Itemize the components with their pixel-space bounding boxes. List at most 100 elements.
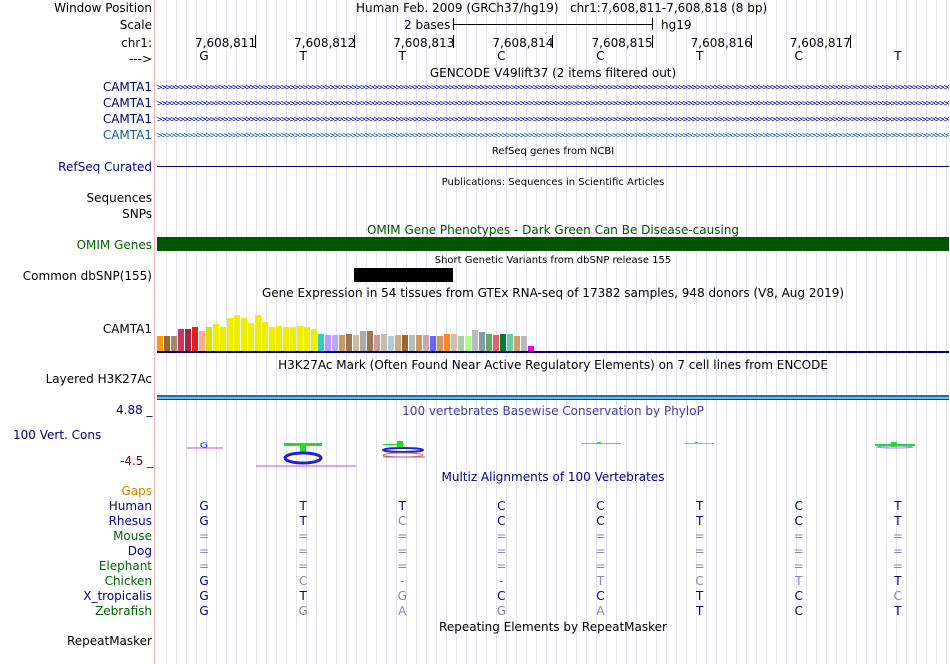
gtex-tissue-bar[interactable] [451, 334, 457, 351]
gtex-tissue-bar[interactable] [283, 327, 289, 351]
species-label-chicken[interactable]: Chicken [104, 574, 152, 588]
gtex-tissue-bar[interactable] [388, 336, 394, 351]
species-label-x_tropicalis[interactable]: X_tropicalis [83, 589, 152, 603]
gtex-label[interactable]: CAMTA1 [102, 322, 152, 336]
alignment-base: = [298, 529, 309, 543]
species-label-elephant[interactable]: Elephant [98, 559, 152, 573]
gencode-title: GENCODE V49lift37 (2 items filtered out) [429, 66, 677, 80]
gene-intron-camta1-4[interactable]: >>>>>>>>>>>>>>>>>>>>>>>>>>>>>>>>>>>>>>>>… [157, 132, 949, 140]
species-label-mouse[interactable]: Mouse [113, 529, 152, 543]
gtex-tissue-bar[interactable] [241, 318, 247, 351]
gtex-tissue-bar[interactable] [465, 336, 471, 351]
gaps-label[interactable]: Gaps [121, 484, 152, 498]
gtex-tissue-bar[interactable] [409, 335, 415, 351]
grid-line [386, 0, 387, 664]
sequences-label[interactable]: Sequences [86, 191, 152, 205]
gtex-tissue-bar[interactable] [269, 327, 275, 351]
refseq-label[interactable]: RefSeq Curated [58, 160, 152, 174]
logo-g-2 [283, 451, 323, 465]
gtex-tissue-bar[interactable] [220, 327, 226, 351]
gtex-tissue-bar[interactable] [318, 334, 324, 351]
species-label-rhesus[interactable]: Rhesus [108, 514, 152, 528]
alignment-base: = [198, 544, 210, 558]
gtex-tissue-bar[interactable] [178, 329, 184, 351]
gtex-tissue-bar[interactable] [297, 326, 303, 351]
gtex-tissue-bar[interactable] [171, 336, 177, 351]
gtex-tissue-bar[interactable] [332, 335, 338, 351]
ruler-coordinate: 7,608,811 [195, 36, 257, 50]
species-label-human[interactable]: Human [108, 499, 152, 513]
gtex-tissue-bar[interactable] [290, 327, 296, 351]
omim-bar[interactable] [157, 237, 949, 251]
gtex-tissue-bar[interactable] [374, 335, 380, 351]
alignment-base: G [397, 589, 407, 603]
gtex-tissue-bar[interactable] [479, 332, 485, 351]
alignment-base: = [793, 529, 804, 543]
gtex-tissue-bar[interactable] [514, 336, 520, 351]
gtex-tissue-bar[interactable] [227, 318, 233, 351]
gtex-tissue-bar[interactable] [444, 334, 450, 351]
reference-base: T [695, 49, 704, 63]
gene-intron-camta1-3[interactable]: >>>>>>>>>>>>>>>>>>>>>>>>>>>>>>>>>>>>>>>>… [157, 116, 949, 124]
gene-label-camta1-2[interactable]: CAMTA1 [102, 96, 152, 110]
gtex-tissue-bar[interactable] [416, 335, 422, 351]
gtex-tissue-bar[interactable] [199, 331, 205, 351]
gtex-tissue-bar[interactable] [353, 335, 359, 351]
gtex-tissue-bar[interactable] [507, 334, 513, 351]
gtex-tissue-bar[interactable] [248, 323, 254, 351]
grid-line [876, 0, 877, 664]
gtex-tissue-bar[interactable] [430, 336, 436, 351]
gene-label-camta1-4[interactable]: CAMTA1 [102, 128, 152, 142]
gene-label-camta1-1[interactable]: CAMTA1 [102, 80, 152, 94]
gtex-tissue-bar[interactable] [458, 336, 464, 351]
gene-label-camta1-3[interactable]: CAMTA1 [102, 112, 152, 126]
species-label-zebrafish[interactable]: Zebrafish [95, 604, 152, 618]
gtex-tissue-bar[interactable] [521, 336, 527, 351]
gtex-tissue-bar[interactable] [339, 335, 345, 351]
gtex-tissue-bar[interactable] [213, 324, 219, 351]
grid-line [586, 0, 587, 664]
gtex-tissue-bar[interactable] [157, 336, 163, 351]
repeat-label[interactable]: RepeatMasker [66, 634, 152, 648]
gtex-tissue-bar[interactable] [164, 336, 170, 351]
grid-line [516, 0, 517, 664]
snps-label[interactable]: SNPs [122, 207, 152, 221]
gtex-tissue-bar[interactable] [472, 330, 478, 351]
gene-intron-camta1-1[interactable]: >>>>>>>>>>>>>>>>>>>>>>>>>>>>>>>>>>>>>>>>… [157, 84, 949, 92]
phylop-label[interactable]: 100 Vert. Cons [13, 428, 102, 442]
gtex-tissue-bar[interactable] [486, 334, 492, 351]
gtex-tissue-bar[interactable] [402, 335, 408, 351]
gtex-tissue-bar[interactable] [500, 334, 506, 351]
gtex-tissue-bar[interactable] [325, 335, 331, 351]
refseq-line[interactable] [157, 166, 949, 167]
gtex-tissue-bar[interactable] [437, 336, 443, 351]
grid-line [536, 0, 537, 664]
dbsnp-variant[interactable] [354, 268, 453, 282]
gtex-tissue-bar[interactable] [528, 346, 534, 351]
gtex-tissue-bar[interactable] [262, 322, 268, 351]
gtex-tissue-bar[interactable] [304, 327, 310, 351]
gtex-tissue-bar[interactable] [276, 326, 282, 351]
gtex-tissue-bar[interactable] [255, 315, 261, 351]
gtex-tissue-bar[interactable] [346, 334, 352, 351]
gtex-tissue-bar[interactable] [185, 329, 191, 351]
ruler-coordinate: 7,608,813 [393, 36, 455, 50]
gtex-tissue-bar[interactable] [367, 331, 373, 351]
gtex-tissue-bar[interactable] [192, 327, 198, 351]
gtex-tissue-bar[interactable] [311, 329, 317, 351]
gtex-tissue-bar[interactable] [206, 327, 212, 351]
gtex-tissue-bar[interactable] [234, 315, 240, 351]
gtex-tissue-bar[interactable] [493, 335, 499, 351]
gtex-tissue-bar[interactable] [423, 335, 429, 351]
gtex-tissue-bar[interactable] [395, 335, 401, 351]
gtex-tissue-bar[interactable] [360, 331, 366, 351]
species-label-dog[interactable]: Dog [127, 544, 152, 558]
logo-t-bar-2 [284, 443, 322, 446]
alignment-base: = [793, 544, 804, 558]
gene-intron-camta1-2[interactable]: >>>>>>>>>>>>>>>>>>>>>>>>>>>>>>>>>>>>>>>>… [157, 100, 949, 108]
dbsnp-label[interactable]: Common dbSNP(155) [22, 269, 152, 283]
h3k-label[interactable]: Layered H3K27Ac [45, 372, 152, 386]
omim-label[interactable]: OMIM Genes [76, 238, 152, 252]
gtex-tissue-bar[interactable] [381, 334, 387, 351]
gtex-bar-chart[interactable] [157, 298, 557, 351]
